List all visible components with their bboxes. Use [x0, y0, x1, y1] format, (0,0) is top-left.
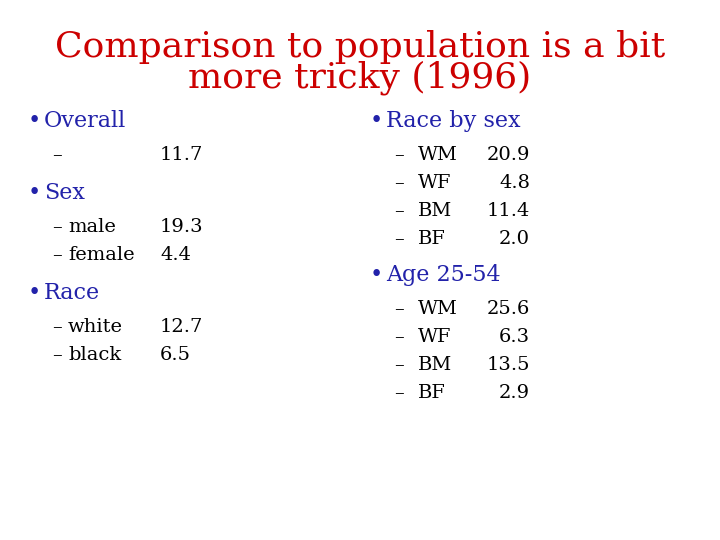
- Text: –: –: [394, 174, 404, 192]
- Text: –: –: [394, 300, 404, 318]
- Text: Race: Race: [44, 282, 100, 304]
- Text: –: –: [394, 202, 404, 220]
- Text: Overall: Overall: [44, 110, 126, 132]
- Text: BF: BF: [418, 384, 446, 402]
- Text: female: female: [68, 246, 135, 264]
- Text: •: •: [28, 282, 41, 304]
- Text: 25.6: 25.6: [487, 300, 530, 318]
- Text: WF: WF: [418, 328, 451, 346]
- Text: –: –: [394, 328, 404, 346]
- Text: –: –: [394, 384, 404, 402]
- Text: •: •: [28, 182, 41, 204]
- Text: 6.5: 6.5: [160, 346, 191, 364]
- Text: Sex: Sex: [44, 182, 85, 204]
- Text: –: –: [52, 318, 62, 336]
- Text: white: white: [68, 318, 123, 336]
- Text: 4.4: 4.4: [160, 246, 191, 264]
- Text: 13.5: 13.5: [487, 356, 530, 374]
- Text: –: –: [52, 218, 62, 236]
- Text: BF: BF: [418, 230, 446, 248]
- Text: Comparison to population is a bit: Comparison to population is a bit: [55, 30, 665, 64]
- Text: –: –: [52, 246, 62, 264]
- Text: •: •: [370, 264, 383, 286]
- Text: Age 25-54: Age 25-54: [386, 264, 500, 286]
- Text: 6.3: 6.3: [499, 328, 530, 346]
- Text: –: –: [394, 146, 404, 164]
- Text: –: –: [52, 346, 62, 364]
- Text: •: •: [28, 110, 41, 132]
- Text: WF: WF: [418, 174, 451, 192]
- Text: –: –: [394, 356, 404, 374]
- Text: –: –: [394, 230, 404, 248]
- Text: BM: BM: [418, 202, 452, 220]
- Text: WM: WM: [418, 300, 458, 318]
- Text: Race by sex: Race by sex: [386, 110, 521, 132]
- Text: •: •: [370, 110, 383, 132]
- Text: 11.4: 11.4: [487, 202, 530, 220]
- Text: WM: WM: [418, 146, 458, 164]
- Text: 11.7: 11.7: [160, 146, 203, 164]
- Text: 12.7: 12.7: [160, 318, 203, 336]
- Text: 2.9: 2.9: [499, 384, 530, 402]
- Text: 4.8: 4.8: [499, 174, 530, 192]
- Text: black: black: [68, 346, 121, 364]
- Text: more tricky (1996): more tricky (1996): [189, 60, 531, 94]
- Text: 20.9: 20.9: [487, 146, 530, 164]
- Text: 2.0: 2.0: [499, 230, 530, 248]
- Text: BM: BM: [418, 356, 452, 374]
- Text: male: male: [68, 218, 116, 236]
- Text: 19.3: 19.3: [160, 218, 204, 236]
- Text: –: –: [52, 146, 62, 164]
